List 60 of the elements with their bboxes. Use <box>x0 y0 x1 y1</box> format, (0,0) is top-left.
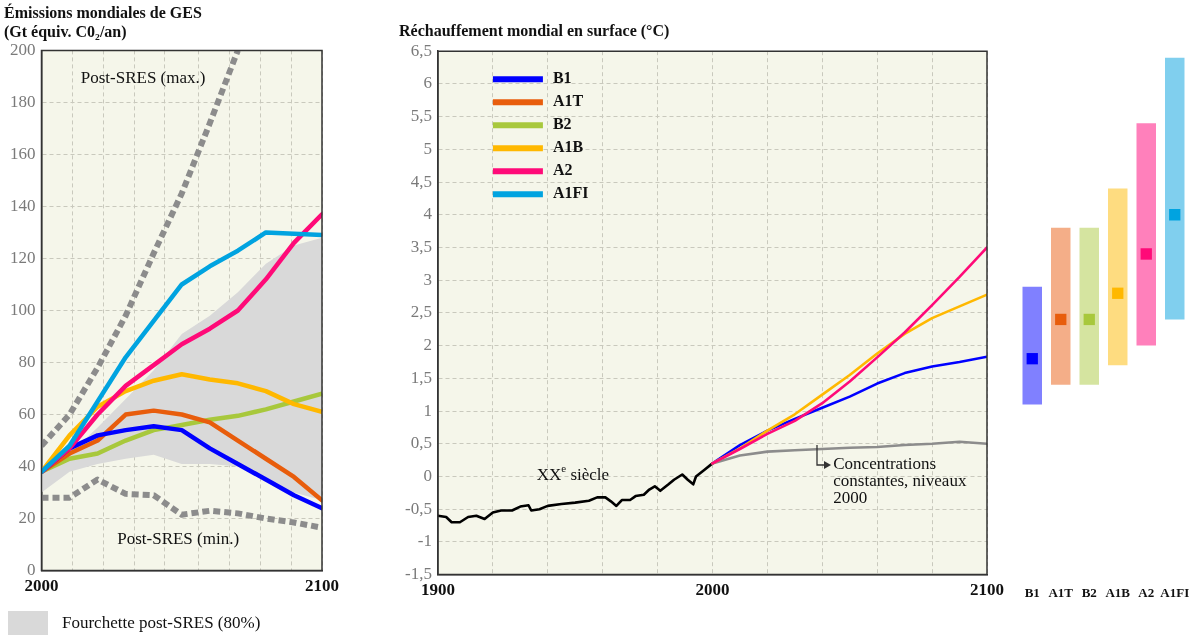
y-tick-label: 6 <box>423 73 432 93</box>
chart-title: Réchauffement mondial en surface (°C) <box>399 21 670 40</box>
y-tick-label: -0,5 <box>404 498 432 518</box>
legend-label: Fourchette post-SRES (80%) <box>62 613 261 633</box>
y-tick-label: 160 <box>10 143 36 163</box>
annotation: Post-SRES (max.) <box>80 68 206 88</box>
point <box>1055 313 1067 326</box>
point <box>1169 209 1181 221</box>
y-tick-label: 40 <box>18 456 36 476</box>
bar <box>1022 286 1042 405</box>
annotation: Post-SRES (min.) <box>117 528 240 548</box>
x-tick-label: A2 <box>1138 584 1155 600</box>
y-tick-label: 6,5 <box>410 40 432 60</box>
y-tick-label: 180 <box>10 91 36 111</box>
x-tick-label: 2000 <box>695 580 730 600</box>
y-tick-label: 0 <box>423 465 432 485</box>
y-tick-label: 1,5 <box>410 367 432 387</box>
legend-label: A1T <box>552 92 584 110</box>
y-tick-label: 2 <box>423 335 432 355</box>
bar <box>1136 123 1156 346</box>
y-tick-label: 5 <box>423 138 432 158</box>
bar <box>1051 227 1071 385</box>
y-tick-label: 100 <box>10 299 36 319</box>
x-tick-label: A1FI <box>1160 584 1190 600</box>
point <box>1083 313 1095 326</box>
x-tick-label: A1B <box>1105 584 1131 600</box>
y-tick-label: 20 <box>18 508 36 528</box>
y-tick-label: 0,5 <box>410 433 432 453</box>
y-tick-label: 3 <box>423 269 432 289</box>
x-tick-label: B1 <box>1024 584 1040 600</box>
annotation: Concentrations constantes, niveaux 2000 <box>833 454 967 508</box>
y-tick-label: 1 <box>423 400 432 420</box>
chart-title: Émissions mondiales de GES <box>4 2 202 21</box>
chart-subtitle: (Gt équiv. C0₂/an) <box>4 22 127 41</box>
y-tick-label: -1 <box>417 531 432 551</box>
x-tick-label: 2100 <box>305 576 339 596</box>
bar <box>1108 188 1128 366</box>
y-tick-label: 200 <box>10 39 36 59</box>
point <box>1112 287 1124 299</box>
point <box>1140 248 1152 260</box>
y-tick-label: 4,5 <box>410 171 432 191</box>
x-tick-label: 2100 <box>970 580 1004 600</box>
y-tick-label: 140 <box>10 195 36 215</box>
bar <box>1165 57 1185 320</box>
y-tick-label: 2,5 <box>410 302 432 322</box>
y-tick-label: 80 <box>18 351 36 371</box>
y-tick-label: 120 <box>10 247 36 267</box>
y-tick-label: 5,5 <box>410 106 432 126</box>
legend-label: A1B <box>552 138 584 156</box>
legend-label: A1FI <box>552 184 589 202</box>
point <box>1026 353 1038 365</box>
y-tick-label: 60 <box>18 404 36 424</box>
x-tick-label: A1T <box>1048 584 1074 600</box>
y-tick-label: 3,5 <box>410 236 432 256</box>
legend-label: A2 <box>552 161 573 179</box>
y-tick-label: 4 <box>423 204 433 224</box>
x-tick-label: B2 <box>1081 584 1097 600</box>
legend-label: B2 <box>552 115 572 133</box>
bar <box>1079 227 1099 385</box>
legend-label: B1 <box>552 69 572 87</box>
